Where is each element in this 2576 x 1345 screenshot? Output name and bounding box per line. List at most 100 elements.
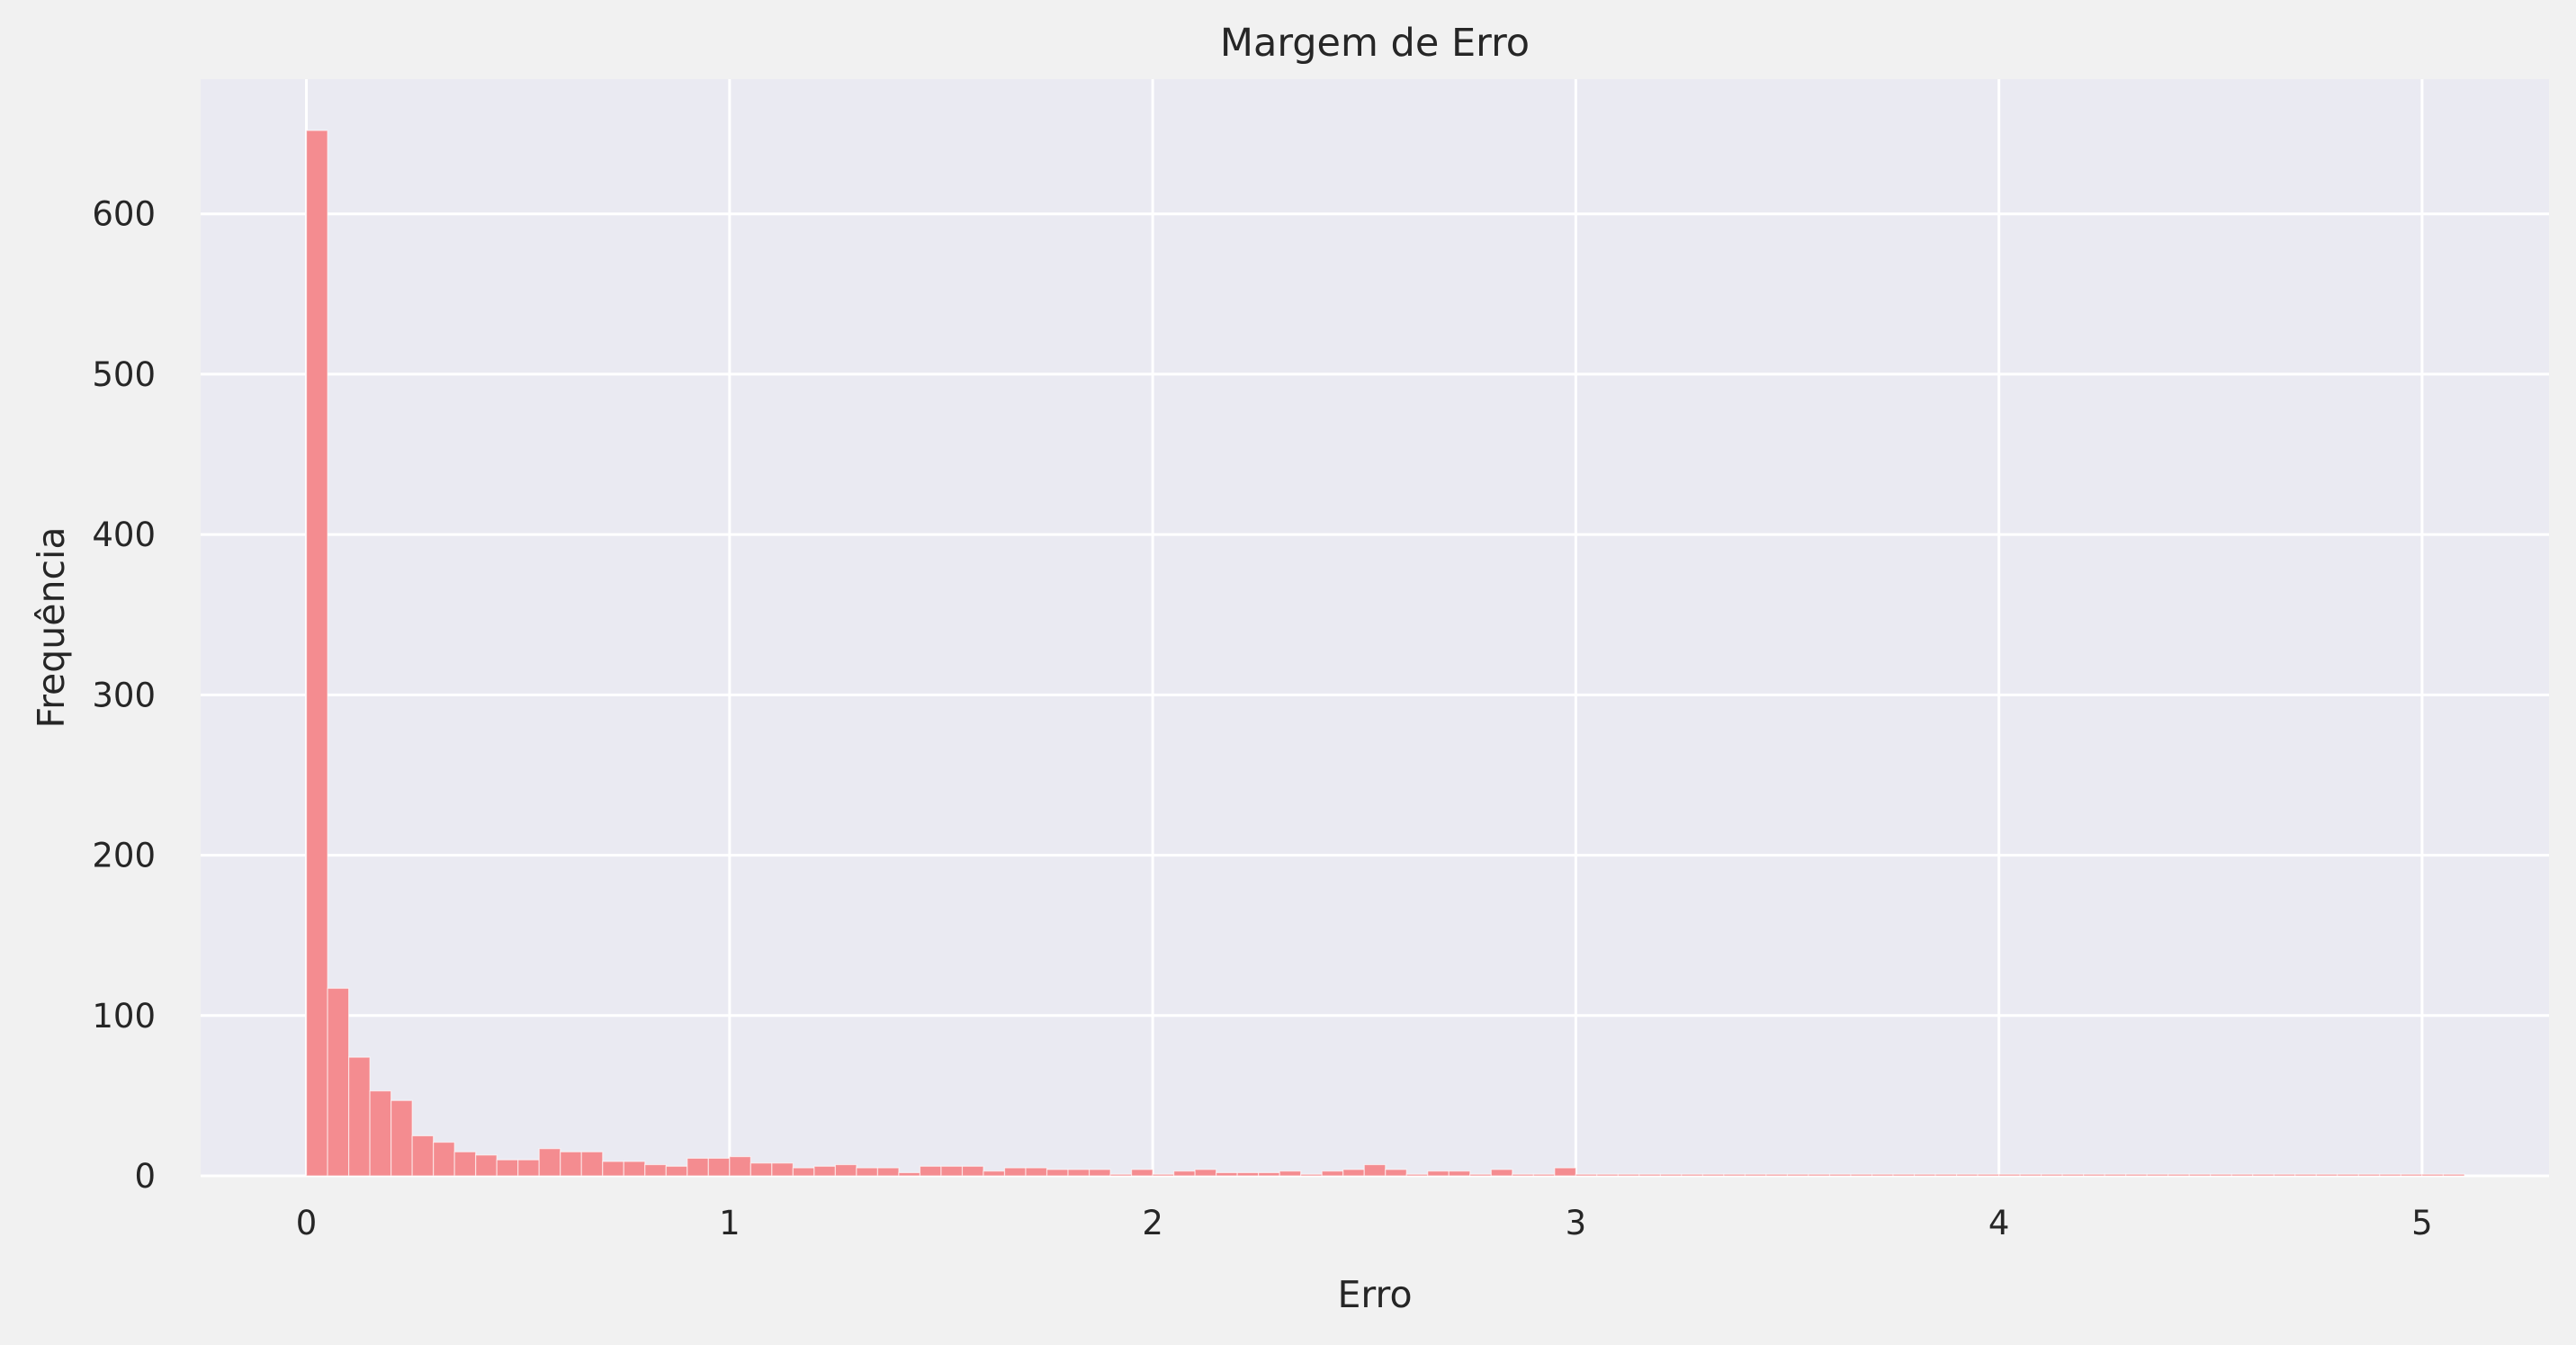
histogram-bar (2315, 1173, 2338, 1177)
histogram-bar (1173, 1170, 1196, 1177)
histogram-bar (1385, 1169, 1407, 1177)
histogram-bar (2400, 1173, 2423, 1177)
y-tick-label: 600 (92, 195, 156, 234)
histogram-bar (1998, 1173, 2021, 1177)
histogram-bar (1977, 1173, 2000, 1177)
histogram-bar (1871, 1173, 1894, 1177)
histogram-bar (1130, 1169, 1153, 1177)
y-tick-label: 200 (92, 837, 156, 875)
histogram-bar (2252, 1173, 2275, 1177)
histogram-bar (749, 1162, 773, 1177)
histogram-bar (2230, 1173, 2254, 1177)
y-tick-label: 500 (92, 355, 156, 394)
histogram-bar (411, 1134, 435, 1177)
histogram-bar (729, 1156, 751, 1177)
histogram-bar (961, 1165, 984, 1177)
histogram-bar (1934, 1173, 1958, 1177)
histogram-bar (919, 1165, 942, 1177)
histogram-bar (2337, 1173, 2359, 1177)
histogram-bar (856, 1167, 879, 1177)
histogram-bar (2125, 1173, 2148, 1177)
histogram-bar (1427, 1170, 1450, 1177)
x-tick-label: 2 (1142, 1204, 1163, 1242)
histogram-bar (1236, 1171, 1260, 1177)
histogram-bar (2188, 1173, 2212, 1177)
histogram-bar (1638, 1173, 1662, 1177)
histogram-bar (1850, 1173, 1873, 1177)
histogram-bar (1342, 1169, 1365, 1177)
histogram-bar (1828, 1173, 1852, 1177)
histogram-bar (940, 1165, 964, 1177)
histogram-bar (1490, 1169, 1513, 1177)
histogram-bar (1405, 1173, 1429, 1177)
histogram-bar (2104, 1173, 2127, 1177)
histogram-bar (1109, 1173, 1133, 1177)
histogram-bar (1003, 1167, 1027, 1177)
histogram-bar (2357, 1173, 2381, 1177)
histogram-bar (453, 1151, 477, 1177)
histogram-bar (347, 1056, 371, 1177)
histogram-bar (560, 1151, 582, 1177)
histogram-bar (2294, 1173, 2317, 1177)
histogram-bars (305, 130, 2465, 1177)
histogram-bar (2019, 1173, 2042, 1177)
histogram-bar (1575, 1173, 1598, 1177)
histogram-bar (792, 1167, 815, 1177)
histogram-bar (2210, 1173, 2232, 1177)
histogram-bar (1744, 1173, 1767, 1177)
histogram-bar (1681, 1173, 1704, 1177)
histogram-bar (1216, 1171, 1238, 1177)
histogram-bar (665, 1165, 688, 1177)
histogram-bar (327, 987, 350, 1177)
histogram-bar (2442, 1173, 2465, 1177)
x-tick-label: 4 (1988, 1204, 2010, 1242)
histogram-bar (1701, 1173, 1725, 1177)
histogram-bar (390, 1099, 413, 1177)
histogram-bar (623, 1161, 646, 1177)
histogram-bar (1448, 1170, 1471, 1177)
y-tick-label: 300 (92, 676, 156, 714)
histogram-bar (687, 1157, 709, 1177)
y-axis-label: Frequência (30, 526, 73, 728)
histogram-bar (433, 1141, 455, 1177)
histogram-bar (305, 130, 328, 1177)
y-tick-label: 0 (134, 1157, 156, 1196)
x-tick-label: 0 (296, 1204, 318, 1242)
histogram-bar (602, 1161, 624, 1177)
y-tick-label: 400 (92, 516, 156, 554)
histogram-bar (1723, 1173, 1746, 1177)
histogram-bar (1786, 1173, 1809, 1177)
histogram-bar (1765, 1173, 1789, 1177)
histogram-bar (1279, 1170, 1302, 1177)
histogram-bar (369, 1089, 392, 1177)
histogram-bar (1532, 1173, 1556, 1177)
histogram-bar (2273, 1173, 2296, 1177)
histogram-bar (1088, 1169, 1111, 1177)
histogram-bar (1258, 1171, 1280, 1177)
histogram-bar (2146, 1173, 2169, 1177)
histogram-bar (2421, 1173, 2445, 1177)
tick-labels: 0 1 2 3 4 5 0 100 200 300 400 500 600 (92, 195, 2432, 1242)
histogram-bar (1913, 1173, 1936, 1177)
x-tick-label: 1 (719, 1204, 740, 1242)
histogram-bar (1067, 1169, 1091, 1177)
histogram-bar (1892, 1173, 1916, 1177)
histogram-bar (771, 1162, 794, 1177)
grid-lines (201, 79, 2549, 1178)
histogram-bar (983, 1170, 1006, 1177)
histogram-bar (1956, 1173, 1979, 1177)
histogram-bar (707, 1157, 731, 1177)
histogram-bar (1025, 1167, 1048, 1177)
histogram-bar (813, 1165, 837, 1177)
histogram-bar (1321, 1170, 1344, 1177)
histogram-bar (1512, 1173, 1534, 1177)
plot-area (201, 79, 2549, 1176)
histogram-bar (1300, 1173, 1323, 1177)
histogram-bar (644, 1163, 667, 1177)
chart-title: Margem de Erro (1220, 21, 1530, 66)
histogram-bar (2379, 1173, 2402, 1177)
histogram-bar (538, 1148, 561, 1177)
histogram-bar (2168, 1173, 2190, 1177)
x-tick-label: 5 (2411, 1204, 2433, 1242)
